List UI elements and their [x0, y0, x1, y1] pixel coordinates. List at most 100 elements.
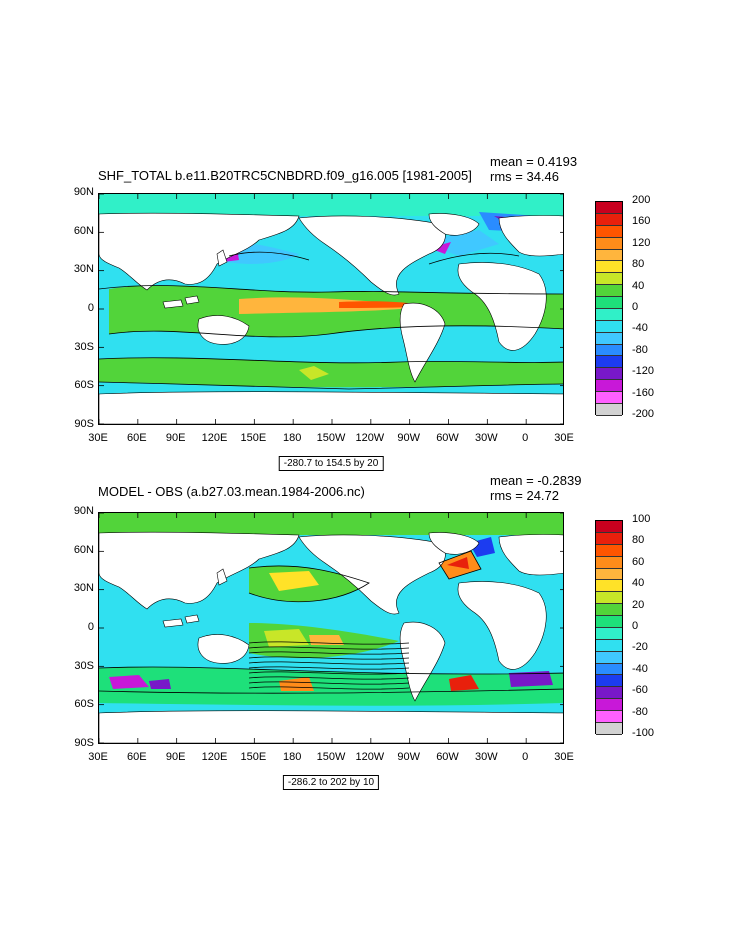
contour-range-label: -286.2 to 202 by 10 [282, 775, 380, 790]
field-region [299, 366, 329, 380]
contour-line [248, 661, 410, 665]
lon-tick-label: 90W [397, 751, 420, 763]
colorbar-swatch [596, 544, 622, 557]
contour-line [248, 641, 410, 645]
field-region [269, 571, 319, 591]
colorbar-swatch [596, 627, 622, 640]
colorbar-tick-label: 200 [632, 194, 651, 206]
colorbar-swatch [596, 651, 622, 664]
contour-line [108, 325, 563, 338]
land-mask [162, 618, 184, 628]
lon-tick-label: 30E [554, 432, 574, 444]
contour-range-label: -280.7 to 154.5 by 20 [278, 456, 384, 471]
land-mask [99, 710, 563, 743]
panel-title: MODEL - OBS (a.b27.03.mean.1984-2006.nc) [98, 484, 365, 499]
colorbar-swatch [596, 592, 622, 605]
lat-tick-label: 0 [87, 302, 94, 314]
colorbar-swatch [596, 261, 622, 274]
colorbar-swatch [596, 249, 622, 262]
lat-tick-label: 30S [74, 659, 94, 672]
land-mask [99, 391, 563, 424]
land-mask [162, 299, 184, 309]
lon-tick-label: 30E [88, 751, 108, 763]
rms-label: rms = 24.72 [490, 488, 560, 503]
colorbar-swatch [596, 532, 622, 545]
colorbar-swatch [596, 368, 622, 381]
lon-tick-label: 90W [397, 432, 420, 444]
colorbar-swatch [596, 356, 622, 369]
field-map [98, 193, 564, 425]
lat-tick-label: 30N [73, 263, 94, 276]
colorbar-swatch [596, 297, 622, 309]
contour-line [248, 671, 410, 675]
lon-tick-label: 150W [316, 751, 346, 763]
lon-tick-label: 120E [201, 751, 228, 763]
colorbar-swatch [596, 344, 622, 357]
colorbar-swatch [596, 722, 622, 735]
colorbar-swatch [596, 213, 622, 226]
contour-line [248, 676, 410, 680]
lon-tick-label: 150W [316, 432, 346, 444]
land-mask [216, 249, 228, 267]
colorbar-swatch [596, 273, 622, 286]
colorbar-tick-label: -80 [632, 343, 648, 356]
colorbar-swatch [596, 380, 622, 392]
lon-tick-label: 0 [522, 751, 529, 763]
colorbar-swatch [596, 663, 622, 676]
colorbar-tick-label: -60 [632, 684, 648, 697]
lat-tick-label: 60N [73, 543, 94, 556]
map-canvas [99, 194, 563, 424]
land-mask [184, 295, 200, 305]
mean-label: mean = 0.4193 [490, 154, 578, 169]
colorbar-tick-label: 60 [632, 555, 645, 568]
colorbar-tick-label: 0 [632, 301, 639, 313]
lat-tick-label: 0 [87, 621, 94, 633]
contour-line [428, 252, 520, 265]
contour-line [99, 285, 563, 295]
colorbar-tick-label: -40 [632, 322, 648, 335]
colorbar-tick-label: -100 [632, 727, 655, 739]
colorbar-tick-label: -160 [632, 386, 655, 399]
colorbar-tick-label: 80 [632, 534, 645, 547]
lon-tick-label: 30E [554, 751, 574, 763]
contour-line [248, 666, 410, 670]
colorbar-tick-label: 160 [632, 215, 651, 228]
colorbar-swatch [596, 711, 622, 723]
lon-tick-label: 60E [127, 751, 147, 763]
colorbar-tick-label: 120 [632, 236, 651, 249]
lon-tick-label: 90E [165, 751, 186, 763]
contour-line [248, 646, 410, 650]
field-region [109, 675, 149, 689]
lon-tick-label: 180 [282, 751, 302, 763]
field-region [449, 675, 479, 691]
lat-tick-label: 90N [73, 186, 94, 198]
land-mask [197, 634, 250, 664]
lon-tick-label: 0 [522, 432, 529, 444]
mean-label: mean = -0.2839 [490, 473, 582, 488]
colorbar-tick-label: 0 [632, 620, 639, 632]
land-mask [99, 212, 300, 291]
land-mask [498, 534, 563, 576]
colorbar-swatch [596, 604, 622, 616]
colorbar-tick-label: -80 [632, 705, 648, 718]
colorbar-tick-label: -200 [632, 408, 655, 420]
field-region [149, 679, 171, 689]
land-mask [216, 568, 228, 586]
colorbar-swatch [596, 225, 622, 238]
colorbar-tick-label: 100 [632, 513, 651, 525]
land-mask [298, 215, 446, 296]
lon-tick-label: 120W [355, 432, 385, 444]
colorbar-swatch [596, 556, 622, 569]
land-mask [298, 534, 446, 615]
land-mask [197, 315, 250, 345]
field-region [447, 557, 469, 569]
lon-tick-label: 180 [282, 432, 302, 444]
colorbar-tick-label: 40 [632, 279, 645, 292]
colorbar-swatch [596, 687, 622, 700]
map-canvas [99, 513, 563, 743]
contour-line [99, 381, 563, 390]
lon-tick-label: 90E [165, 432, 186, 444]
colorbar-tick-label: 80 [632, 258, 645, 271]
contour-line [99, 357, 563, 364]
field-region [419, 230, 499, 256]
